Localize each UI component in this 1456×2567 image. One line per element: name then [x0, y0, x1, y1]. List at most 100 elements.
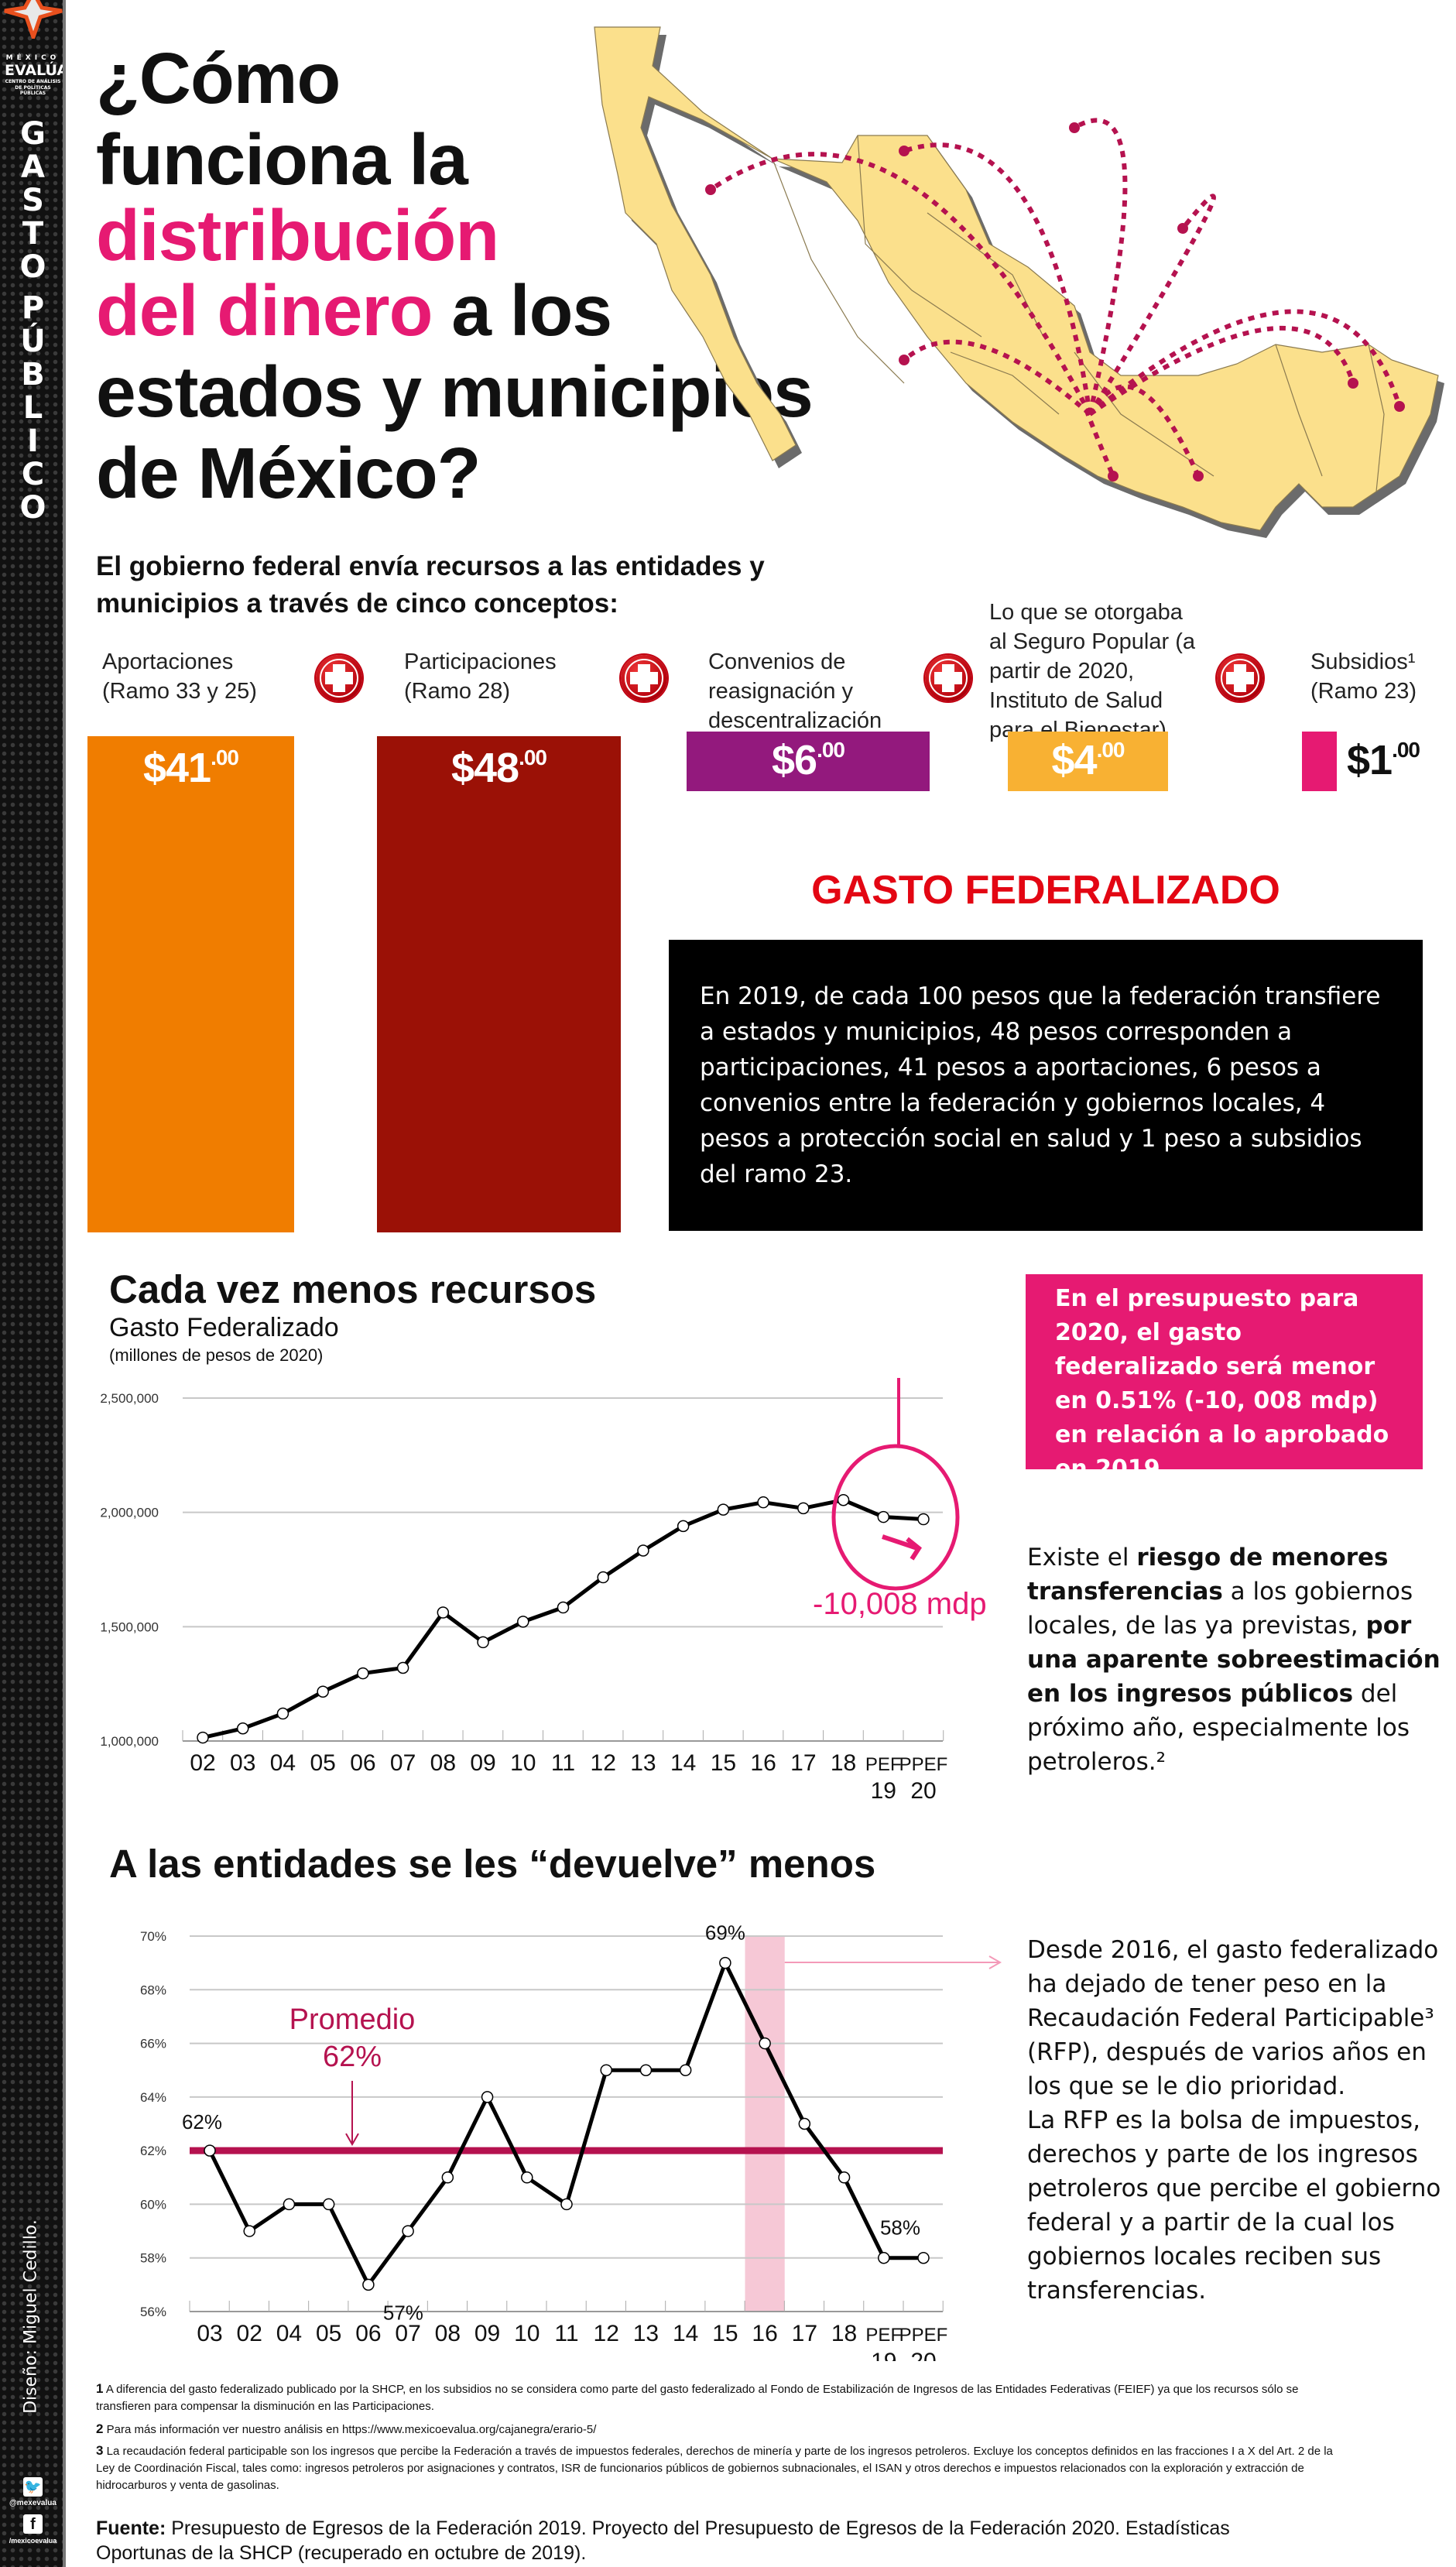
data-point — [477, 1636, 489, 1649]
vertical-letter: L — [22, 390, 43, 426]
concept-label: Aportaciones (Ramo 33 y 25) — [102, 649, 257, 704]
y-tick-label: 62% — [140, 2144, 166, 2158]
plus-icon — [925, 655, 971, 701]
section1-side-text: Existe el riesgo de menores transferenci… — [1027, 1544, 1441, 1776]
x-tick-label: 06 — [355, 2321, 381, 2346]
callout-box: En el presupuesto para 2020, el gasto fe… — [1026, 1274, 1423, 1482]
gasto-summary-box: En 2019, de cada 100 pesos que la federa… — [669, 940, 1423, 1231]
highlight-band — [745, 1936, 785, 2312]
concept-label: Convenios de reasignación y descentraliz… — [708, 649, 882, 733]
data-point — [204, 2144, 216, 2157]
amount-label: $41.00 — [142, 745, 239, 791]
section2-side-text: Desde 2016, el gasto federalizado ha dej… — [1027, 1936, 1441, 2305]
chart-gasto-federalizado: 1,000,000 1,500,000 2,000,000 2,500,000 02 03… — [100, 1378, 960, 1804]
data-point — [837, 1493, 850, 1506]
callout-connector — [897, 1378, 900, 1446]
x-tick-label: 17 — [792, 2321, 817, 2346]
plus-icon — [316, 655, 362, 701]
x-tick-label: 13 — [633, 2321, 659, 2346]
sidebar: MÉXICO EVALÚA CENTRO DE ANÁLISIS DE POLÍ… — [0, 0, 68, 2567]
data-label: 69% — [705, 1921, 745, 1945]
y-tick-label: 70% — [140, 1929, 166, 1944]
x-tick-label: 19 — [871, 2349, 896, 2361]
data-point — [639, 2064, 653, 2076]
y-tick-label: 2,000,000 — [100, 1506, 159, 1520]
x-tick-label: 20 — [910, 1778, 936, 1804]
vertical-letter: C — [21, 457, 45, 492]
data-point — [600, 2064, 612, 2076]
title-text: a los — [432, 270, 612, 351]
title-line: de México? — [96, 433, 481, 513]
x-tick-label: 18 — [831, 1750, 856, 1776]
vertical-letter: Ú — [20, 324, 46, 359]
title-line-highlight: distribución — [96, 195, 499, 276]
data-point — [877, 1510, 890, 1523]
data-point — [798, 2117, 811, 2130]
data-point — [517, 1616, 529, 1628]
y-tick-label: 2,500,000 — [100, 1391, 159, 1406]
data-point — [797, 1502, 810, 1515]
title-line: funciona la — [96, 119, 468, 200]
plus-icon — [1217, 655, 1263, 701]
x-tick-label: 07 — [395, 2321, 420, 2346]
mexico-map — [594, 26, 1444, 538]
facebook-handle[interactable]: /mexicoevalua — [9, 2537, 57, 2545]
amount-label: $6.00 — [771, 737, 845, 783]
average-arrowhead — [345, 2133, 359, 2147]
x-tick-label: PPEF — [899, 1754, 948, 1775]
logo-sub-text: CENTRO DE ANÁLISIS — [5, 79, 61, 84]
vertical-letter: B — [21, 357, 45, 392]
title-line: del dinero a los — [96, 275, 612, 347]
data-point — [637, 1544, 649, 1557]
y-tick-label: 64% — [140, 2090, 166, 2105]
down-trend-arrow-icon — [882, 1534, 922, 1561]
x-tick-label: 03 — [230, 1750, 255, 1776]
data-point — [283, 2198, 296, 2211]
average-label: Promedio 62% — [289, 2003, 416, 2073]
amount-label: $4.00 — [1051, 737, 1125, 783]
y-tick-label: 58% — [140, 2251, 166, 2266]
x-tick-label: 14 — [673, 2321, 698, 2346]
x-tick-label: 19 — [871, 1778, 896, 1804]
bar-participaciones: $48.00 — [377, 736, 621, 1232]
x-tick-label: 14 — [670, 1750, 696, 1776]
data-point — [838, 2171, 851, 2184]
x-tick-label: 11 — [554, 2321, 578, 2346]
arrow-heads — [705, 122, 1405, 482]
y-tick-label: 56% — [140, 2305, 166, 2319]
data-point — [481, 2091, 494, 2103]
highlight-circle — [831, 1444, 960, 1591]
x-tick-label: 20 — [910, 2349, 936, 2361]
data-point — [677, 1520, 690, 1533]
vertical-letter: P — [21, 290, 45, 326]
plus-icon — [621, 655, 667, 701]
data-point — [719, 1956, 731, 1969]
x-tick-label: 15 — [712, 2321, 738, 2346]
data-point — [717, 1503, 730, 1516]
x-tick-label: 09 — [474, 2321, 500, 2346]
title-line: ¿Cómo — [96, 38, 341, 118]
x-tick-label: PEF — [865, 1754, 902, 1775]
x-tick-label: 02 — [190, 1750, 215, 1776]
footnote-2: 2 Para más información ver nuestro análi… — [96, 2421, 597, 2436]
x-tick-label: 12 — [591, 1750, 616, 1776]
x-tick-label: 16 — [752, 2321, 777, 2346]
chart1-subtitle: (millones de pesos de 2020) — [109, 1345, 324, 1365]
chart1-title: Gasto Federalizado — [109, 1313, 339, 1342]
twitter-handle[interactable]: @mexevalua — [9, 2499, 57, 2507]
twitter-icon[interactable]: 🐦 — [23, 2477, 43, 2497]
x-tick-label: 07 — [390, 1750, 416, 1776]
data-label: 57% — [383, 2301, 423, 2324]
amount-label: $48.00 — [451, 745, 547, 791]
vertical-letter: O — [19, 249, 46, 285]
data-point — [917, 1513, 930, 1526]
title-line: estados y municipios — [96, 351, 814, 432]
data-point — [759, 2037, 771, 2050]
section2-title: A las entidades se les “devuelve” menos — [109, 1842, 876, 1886]
vertical-letter: A — [21, 149, 45, 185]
facebook-icon[interactable]: f — [23, 2514, 43, 2534]
x-tick-label: 11 — [551, 1750, 575, 1776]
vertical-letter: G — [20, 116, 46, 152]
x-tick-label: PEF — [865, 2325, 902, 2346]
data-point — [560, 2198, 573, 2211]
